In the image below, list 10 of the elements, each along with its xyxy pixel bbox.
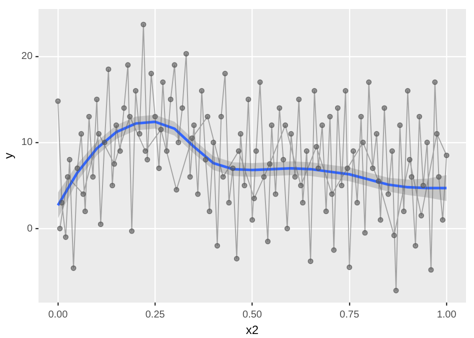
y-tick-label: 10 [21,137,33,148]
x-tick-label: 0.50 [242,309,262,320]
y-tick-label: 20 [21,51,33,62]
x-tick-label: 0.00 [48,309,68,320]
x-axis-title: x2 [246,323,259,338]
x-tick-label: 0.75 [340,309,360,320]
y-axis-title: y [2,152,16,159]
x-tick-label: 1.00 [436,309,457,320]
x-tick-label: 0.25 [145,309,166,320]
y-tick-label: 0 [26,223,33,234]
